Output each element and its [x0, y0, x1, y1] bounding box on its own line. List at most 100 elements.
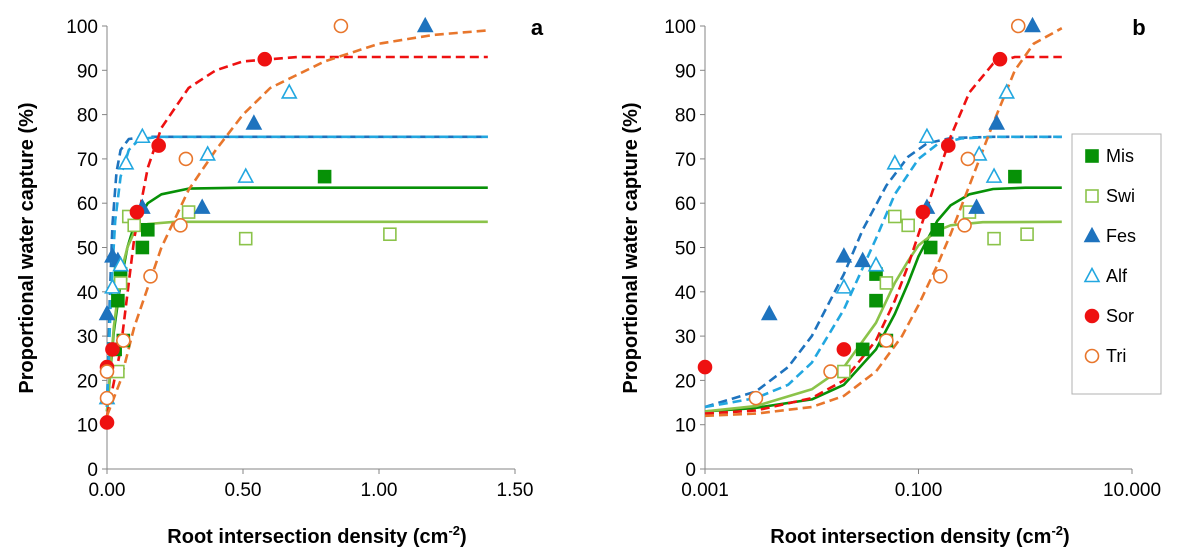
x-axis-title-superscript: -2 — [448, 523, 460, 538]
data-point-fes — [1024, 16, 1041, 33]
data-point-swi — [1020, 227, 1034, 242]
y-tick-label: 80 — [675, 106, 696, 127]
legend-label-sor: Sor — [1106, 306, 1134, 326]
data-point-tri — [960, 151, 976, 167]
y-tick-label: 60 — [675, 194, 696, 215]
data-point-sor — [257, 51, 273, 67]
x-tick-label: 0.50 — [225, 480, 262, 501]
y-tick-label: 50 — [675, 239, 696, 260]
fit-curve-sor — [105, 55, 488, 417]
data-point-sor — [915, 204, 931, 220]
data-point-mis — [111, 293, 125, 308]
data-point-fes — [416, 16, 434, 33]
data-point-swi — [837, 364, 851, 379]
data-point-tri — [99, 364, 115, 379]
data-point-mis — [930, 222, 945, 237]
x-tick-label: 1.00 — [361, 480, 398, 501]
x-axis-title: Root intersection density (cm-2) — [770, 523, 1069, 548]
legend-marker-swi — [1085, 189, 1099, 203]
data-point-alf — [867, 256, 885, 272]
y-tick-label: 40 — [77, 283, 98, 304]
data-point-alf — [918, 127, 936, 144]
data-point-fes — [193, 198, 211, 214]
data-point-tri — [748, 390, 764, 406]
data-point-fes — [98, 304, 116, 321]
x-tick-label: 0.100 — [895, 480, 943, 501]
x-axis-title-end: ) — [460, 526, 467, 548]
y-axis-title: Proportional water capture (%) — [16, 102, 38, 393]
data-point-sor — [151, 138, 166, 153]
y-tick-label: 80 — [77, 106, 98, 127]
y-tick-label: 90 — [77, 61, 98, 82]
data-point-alf — [199, 145, 216, 161]
y-tick-label: 90 — [675, 61, 696, 82]
y-tick-label: 60 — [77, 194, 98, 215]
y-tick-label: 40 — [675, 283, 696, 304]
legend-label-swi: Swi — [1106, 186, 1135, 206]
data-point-fes — [968, 198, 985, 214]
data-point-alf — [835, 278, 853, 294]
data-point-swi — [987, 231, 1001, 246]
panel-label: b — [1132, 15, 1145, 40]
data-point-swi — [383, 227, 397, 242]
data-point-fes — [988, 114, 1006, 130]
x-tick-label: 0.00 — [89, 480, 126, 501]
fit-curve-swi — [704, 220, 1062, 413]
data-point-sor — [836, 342, 852, 357]
data-point-tri — [173, 218, 188, 233]
data-point-tri — [116, 333, 131, 348]
y-tick-label: 30 — [77, 327, 98, 348]
y-tick-label: 0 — [87, 460, 98, 481]
data-point-tri — [178, 151, 194, 167]
data-point-mis — [135, 240, 150, 255]
legend-marker-sor — [1084, 308, 1100, 324]
x-tick-label: 10.000 — [1103, 480, 1161, 501]
legend-marker-fes — [1083, 226, 1101, 243]
legend-box — [1071, 133, 1162, 395]
data-point-mis — [141, 222, 155, 237]
data-point-tri — [957, 218, 972, 233]
data-point-alf — [886, 154, 904, 170]
fit-curve-mis — [704, 186, 1062, 413]
fit-curve-tri — [105, 29, 488, 417]
data-point-mis — [855, 342, 870, 357]
data-point-mis — [317, 169, 332, 184]
y-tick-label: 10 — [77, 416, 98, 437]
data-point-sor — [99, 415, 115, 430]
legend-marker-tri — [1084, 348, 1100, 364]
panel-label: a — [531, 15, 544, 40]
data-point-alf — [117, 154, 135, 170]
data-point-sor — [105, 342, 120, 357]
data-point-tri — [143, 268, 158, 284]
data-point-tri — [1010, 18, 1026, 34]
data-point-fes — [760, 304, 778, 321]
y-tick-label: 30 — [675, 327, 696, 348]
fit-curve-tri — [704, 27, 1063, 418]
fit-curve-alf — [105, 135, 488, 408]
x-axis-title: Root intersection density (cm-2) — [167, 523, 466, 548]
x-axis-title-text: Root intersection density (cm — [167, 526, 448, 548]
legend-label-fes: Fes — [1106, 226, 1136, 246]
fit-curve-sor — [704, 55, 1062, 415]
fit-curve-fes — [704, 135, 1062, 409]
data-point-swi — [888, 209, 902, 224]
legend-marker-mis — [1085, 149, 1099, 163]
legend-label-mis: Mis — [1106, 146, 1134, 166]
data-point-alf — [237, 167, 255, 183]
data-point-alf — [112, 256, 129, 272]
data-point-tri — [823, 364, 838, 379]
data-point-tri — [333, 18, 349, 34]
x-tick-label: 1.50 — [497, 480, 534, 501]
x-tick-label: 0.001 — [681, 480, 729, 501]
data-point-swi — [127, 218, 141, 233]
data-point-alf — [998, 83, 1016, 99]
legend-marker-alf — [1083, 266, 1101, 283]
y-tick-label: 70 — [675, 150, 696, 171]
data-point-fes — [245, 114, 263, 130]
y-tick-label: 20 — [77, 371, 98, 392]
legend-label-tri: Tri — [1106, 346, 1126, 366]
x-axis-title-text: Root intersection density (cm — [770, 526, 1051, 548]
data-point-swi — [901, 218, 915, 233]
data-point-fes — [854, 251, 872, 268]
data-point-tri — [879, 333, 894, 348]
